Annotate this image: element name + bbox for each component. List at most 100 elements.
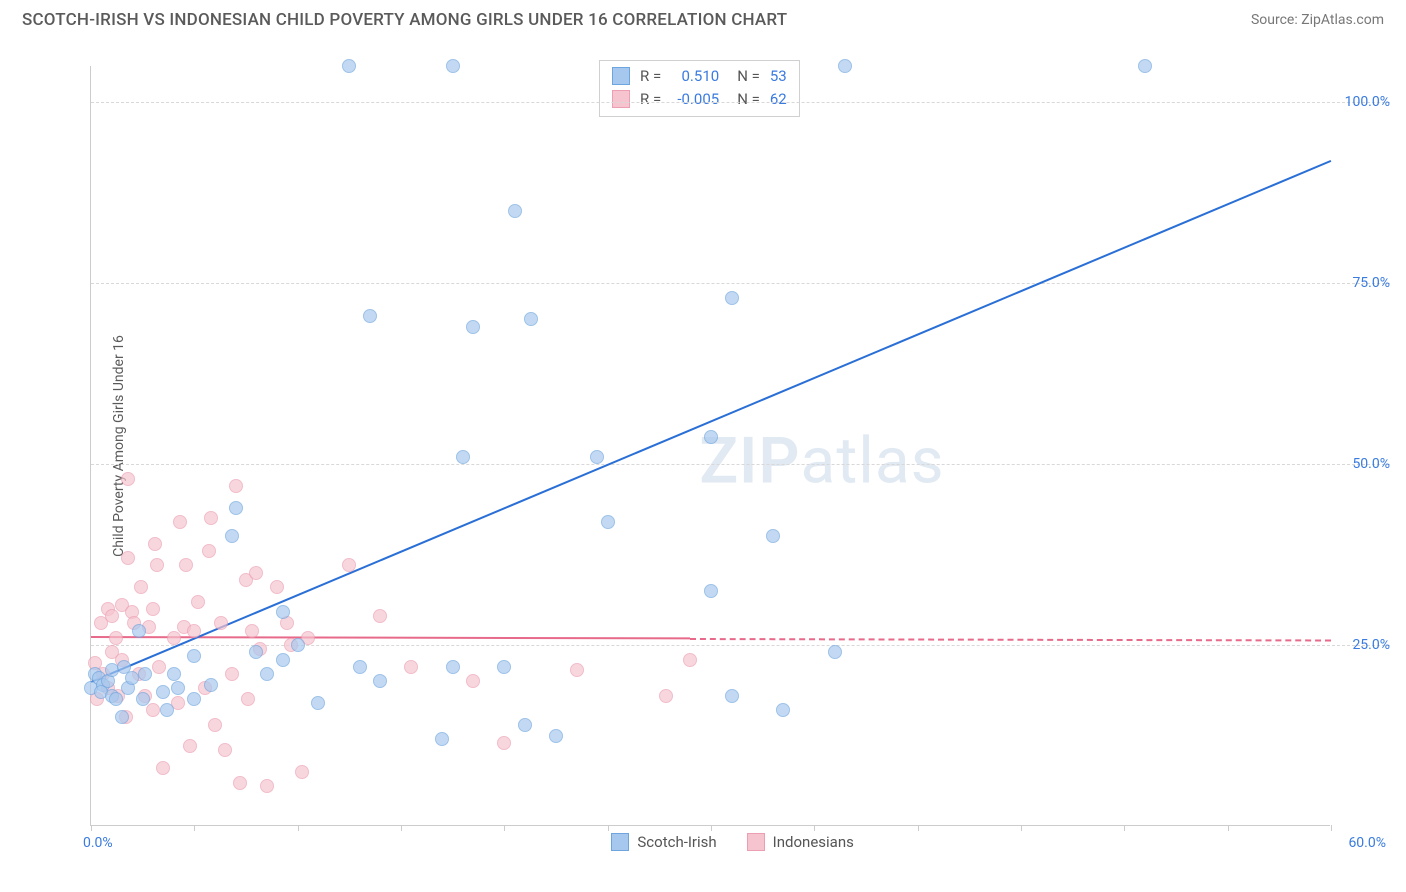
plot-area: ZIPatlas R =0.510N =53R =-0.005N =62 0.0…	[90, 66, 1330, 826]
legend-label: Indonesians	[773, 833, 854, 851]
stats-n-value: 53	[770, 65, 787, 88]
stats-row: R = 0.510 N = 53	[612, 65, 787, 88]
gridline	[91, 102, 1390, 103]
x-tick	[1228, 825, 1229, 831]
scatter-point-series1	[601, 515, 615, 529]
scatter-point-series2	[659, 689, 673, 703]
scatter-point-series2	[105, 609, 119, 623]
scatter-point-series1	[456, 450, 470, 464]
stats-r-value: 0.510	[671, 65, 719, 88]
scatter-point-series2	[202, 544, 216, 558]
scatter-point-series1	[109, 692, 123, 706]
x-tick	[711, 825, 712, 831]
x-tick	[401, 825, 402, 831]
scatter-point-series2	[121, 472, 135, 486]
x-tick	[918, 825, 919, 831]
y-tick-label: 75.0%	[1352, 275, 1390, 291]
scatter-point-series2	[404, 660, 418, 674]
scatter-point-series2	[150, 558, 164, 572]
stats-n-value: 62	[770, 88, 787, 111]
scatter-point-series2	[342, 558, 356, 572]
x-tick	[91, 825, 92, 831]
scatter-point-series1	[508, 204, 522, 218]
scatter-point-series1	[466, 320, 480, 334]
scatter-point-series1	[156, 685, 170, 699]
scatter-point-series1	[497, 660, 511, 674]
stats-r-label: R =	[640, 65, 661, 88]
x-axis-max-label: 60.0%	[1348, 835, 1386, 851]
gridline	[91, 283, 1390, 284]
scatter-point-series2	[683, 653, 697, 667]
scatter-point-series1	[1138, 59, 1152, 73]
scatter-point-series1	[363, 309, 377, 323]
scatter-point-series2	[121, 551, 135, 565]
legend-label: Scotch-Irish	[637, 833, 716, 851]
scatter-point-series1	[446, 660, 460, 674]
scatter-point-series2	[173, 515, 187, 529]
trendline	[91, 636, 690, 639]
trendline	[690, 638, 1331, 641]
scatter-point-series1	[524, 312, 538, 326]
scatter-point-series1	[225, 529, 239, 543]
scatter-point-series2	[146, 602, 160, 616]
scatter-point-series2	[225, 667, 239, 681]
scatter-point-series2	[245, 624, 259, 638]
scatter-point-series1	[260, 667, 274, 681]
legend-swatch	[611, 833, 629, 851]
scatter-point-series1	[291, 638, 305, 652]
stats-n-label: N =	[737, 88, 760, 111]
scatter-point-series1	[590, 450, 604, 464]
scatter-point-series1	[160, 703, 174, 717]
y-tick-label: 50.0%	[1352, 456, 1390, 472]
scatter-point-series2	[218, 743, 232, 757]
scatter-point-series2	[156, 761, 170, 775]
scatter-point-series1	[187, 649, 201, 663]
scatter-point-series1	[132, 624, 146, 638]
stats-r-value: -0.005	[671, 88, 719, 111]
legend-swatch	[612, 67, 630, 85]
scatter-point-series2	[109, 631, 123, 645]
scatter-point-series2	[167, 631, 181, 645]
scatter-point-series2	[183, 739, 197, 753]
scatter-point-series2	[373, 609, 387, 623]
stats-n-label: N =	[737, 65, 760, 88]
scatter-point-series1	[249, 645, 263, 659]
scatter-point-series2	[191, 595, 205, 609]
scatter-point-series2	[229, 479, 243, 493]
scatter-point-series1	[311, 696, 325, 710]
scatter-point-series1	[115, 710, 129, 724]
legend-item: Scotch-Irish	[611, 833, 716, 851]
gridline	[91, 464, 1390, 465]
scatter-point-series1	[167, 667, 181, 681]
chart-header: SCOTCH-IRISH VS INDONESIAN CHILD POVERTY…	[0, 0, 1406, 36]
scatter-point-series2	[146, 703, 160, 717]
scatter-point-series1	[725, 689, 739, 703]
watermark: ZIPatlas	[699, 423, 944, 498]
legend-item: Indonesians	[747, 833, 854, 851]
scatter-point-series1	[549, 729, 563, 743]
scatter-point-series1	[204, 678, 218, 692]
scatter-point-series1	[838, 59, 852, 73]
scatter-point-series2	[187, 624, 201, 638]
scatter-point-series2	[241, 692, 255, 706]
x-tick	[194, 825, 195, 831]
scatter-point-series1	[276, 605, 290, 619]
legend-swatch	[747, 833, 765, 851]
series-legend: Scotch-Irish Indonesians	[611, 833, 854, 851]
x-tick	[814, 825, 815, 831]
scatter-point-series1	[828, 645, 842, 659]
scatter-point-series2	[179, 558, 193, 572]
stats-r-label: R =	[640, 88, 661, 111]
scatter-point-series1	[776, 703, 790, 717]
x-tick	[1331, 825, 1332, 831]
x-tick	[1021, 825, 1022, 831]
y-tick-label: 100.0%	[1345, 94, 1390, 110]
x-tick	[608, 825, 609, 831]
scatter-point-series1	[171, 681, 185, 695]
x-tick	[298, 825, 299, 831]
trendline	[91, 160, 1332, 683]
scatter-point-series2	[134, 580, 148, 594]
scatter-point-series2	[260, 779, 274, 793]
scatter-point-series2	[466, 674, 480, 688]
scatter-point-series1	[187, 692, 201, 706]
